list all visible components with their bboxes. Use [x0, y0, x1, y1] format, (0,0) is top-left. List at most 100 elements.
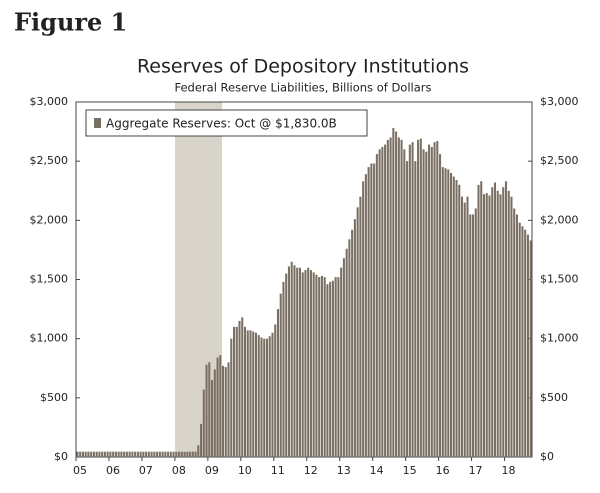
- y-tick-label: $1,500: [30, 273, 69, 286]
- bar: [326, 284, 329, 457]
- bar: [222, 365, 225, 457]
- bar: [348, 239, 351, 457]
- chart-subtitle: Federal Reserve Liabilities, Billions of…: [175, 81, 432, 95]
- bar: [268, 336, 271, 457]
- bar: [101, 451, 104, 457]
- bar: [422, 149, 425, 458]
- bar: [131, 451, 134, 457]
- bar: [279, 293, 282, 457]
- bar: [340, 267, 343, 457]
- bar: [386, 139, 389, 457]
- bar: [197, 445, 200, 457]
- bar: [482, 194, 486, 458]
- bar: [392, 128, 395, 458]
- y2-tick-label: $0: [540, 450, 554, 463]
- bar: [287, 266, 290, 457]
- bar: [249, 330, 252, 457]
- bar: [395, 131, 398, 458]
- bar: [496, 190, 499, 457]
- bar: [235, 326, 238, 457]
- bar: [518, 222, 521, 457]
- bar: [246, 330, 249, 457]
- bar: [257, 335, 260, 457]
- x-tick-label: 17: [469, 464, 483, 477]
- y2-tick-label: $3,000: [540, 95, 579, 108]
- bar: [241, 317, 244, 457]
- y2-tick-label: $500: [540, 391, 568, 404]
- bar: [134, 451, 137, 457]
- bar: [441, 167, 444, 458]
- bar: [194, 451, 197, 457]
- bar: [175, 451, 178, 457]
- y-tick-label: $1,000: [30, 332, 69, 345]
- bar: [183, 451, 186, 457]
- bar: [329, 281, 332, 457]
- bar: [529, 240, 532, 457]
- bar: [499, 194, 502, 458]
- y-tick-label: $2,500: [30, 154, 69, 167]
- x-tick-label: 14: [370, 464, 384, 477]
- bar: [156, 451, 159, 457]
- bar: [375, 154, 378, 458]
- bar: [447, 169, 450, 457]
- bar: [202, 389, 205, 457]
- bar: [526, 234, 529, 457]
- bar: [425, 151, 428, 457]
- bar: [296, 267, 299, 457]
- bar: [153, 451, 156, 457]
- bar: [318, 277, 321, 457]
- bar: [230, 338, 233, 457]
- bar: [263, 338, 266, 457]
- bar: [342, 258, 345, 457]
- bar: [120, 451, 123, 457]
- bar: [208, 362, 211, 457]
- bar: [98, 451, 101, 457]
- bar: [510, 196, 513, 457]
- bar: [211, 380, 214, 457]
- bar: [315, 274, 318, 457]
- bar: [417, 139, 420, 457]
- bar: [142, 451, 145, 457]
- bar: [400, 139, 403, 457]
- bar: [79, 451, 82, 457]
- y2-tick-label: $1,000: [540, 332, 579, 345]
- bar: [128, 451, 131, 457]
- bar: [364, 174, 367, 457]
- bar: [216, 357, 219, 457]
- bar: [403, 149, 406, 458]
- bar: [436, 141, 439, 458]
- x-tick-label: 12: [304, 464, 318, 477]
- bar: [370, 163, 373, 458]
- bar: [433, 142, 436, 457]
- bar: [285, 273, 288, 457]
- x-tick-label: 08: [172, 464, 186, 477]
- bar: [521, 226, 524, 457]
- bar: [213, 369, 216, 457]
- bar: [353, 219, 356, 457]
- bar: [252, 331, 255, 457]
- bar: [161, 451, 164, 457]
- bar: [169, 451, 172, 457]
- bar: [389, 137, 392, 457]
- bar: [320, 275, 323, 457]
- bar: [232, 326, 236, 457]
- bar: [381, 146, 384, 457]
- bar: [158, 451, 161, 457]
- bar: [411, 142, 414, 457]
- bar: [90, 451, 93, 457]
- bar: [243, 326, 247, 457]
- bar: [502, 187, 505, 457]
- bar: [477, 184, 480, 458]
- bar: [466, 196, 469, 457]
- bar: [227, 362, 230, 457]
- bar: [504, 181, 508, 458]
- bar: [150, 451, 153, 457]
- bar: [282, 281, 285, 457]
- bar: [491, 187, 494, 457]
- bar: [430, 146, 433, 457]
- bar: [238, 320, 241, 457]
- bar: [136, 451, 139, 457]
- bar: [189, 451, 192, 457]
- bar: [513, 208, 516, 457]
- y-tick-label: $500: [40, 391, 68, 404]
